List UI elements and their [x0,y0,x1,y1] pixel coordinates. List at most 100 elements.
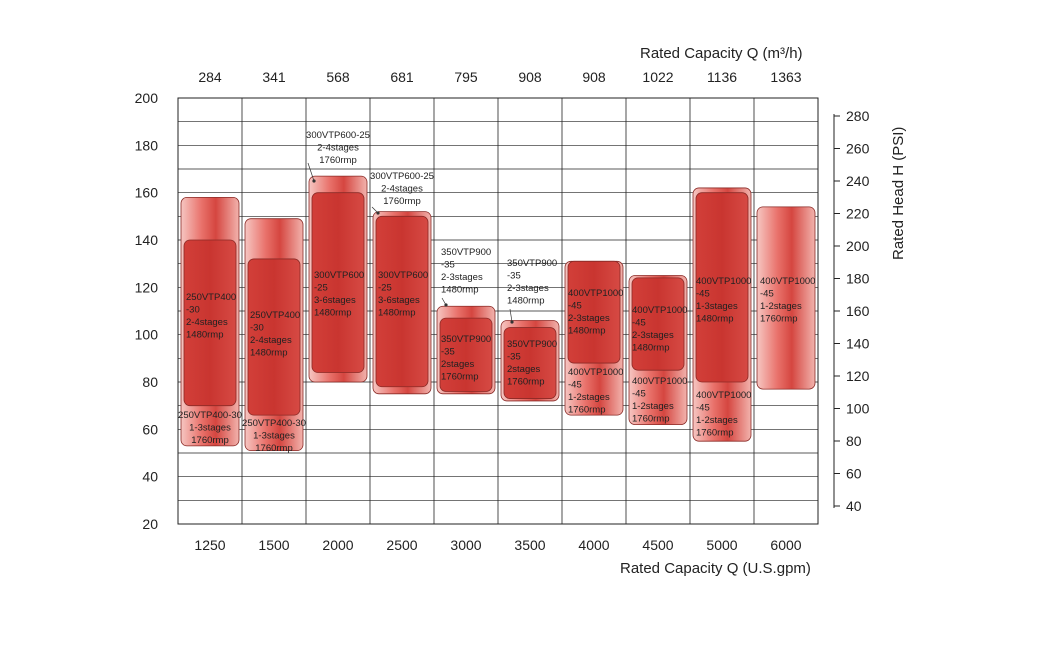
bar-label: 350VTP900 -35 2-3stages 1480rmp [441,247,491,296]
leader-line [509,308,513,323]
bar-label: 300VTP600 -25 3-6stages 1480rmp [314,270,364,319]
bar-label-line: 350VTP900 [441,247,491,258]
range-bar-300VTP600-25-1480rmp [311,192,365,373]
left-axis-tick-label: 60 [142,421,158,437]
bar-label-line: 1480rmp [507,296,545,307]
bar-label-line: -45 [568,380,582,391]
bar-label: 250VTP400-30 1-3stages 1760rmp [242,418,306,454]
bar-label-line: 400VTP1000 [696,276,751,287]
left-axis-tick-label: 80 [142,374,158,390]
bottom-axis-tick-label: 3000 [450,537,481,553]
bar-label-line: 1-3stages [189,423,231,434]
bar-label: 300VTP600 -25 3-6stages 1480rmp [378,270,428,319]
bar-label-line: 1760rmp [191,435,229,446]
top-axis-tick-label: 1136 [707,69,737,85]
bar-label: 400VTP1000 -45 2-3stages 1480rmp [632,305,687,354]
bar-label-line: 2-3stages [632,330,674,341]
bottom-axis-tick-label: 6000 [770,537,801,553]
range-bar-400VTP1000-45-1760rmp [756,206,816,390]
bar-label-line: -45 [696,289,710,300]
bar-label-line: 1480rmp [186,330,224,341]
bar-label-line: -45 [696,403,710,414]
bar-label-line: 300VTP600 [378,270,428,281]
bar-label: 350VTP900 -35 2stages 1760rmp [441,334,491,383]
left-axis-tick-label: 160 [135,185,159,201]
bar-label-line: 2stages [441,359,475,370]
bottom-axis-tick-label: 1250 [194,537,225,553]
leader-line [307,162,315,182]
bottom-axis-tick-label: 4500 [642,537,673,553]
bar-label-line: 350VTP900 [507,339,557,350]
range-bar-300VTP600-25-1480rmp [375,215,429,388]
top-axis-tick-label: 284 [198,69,222,85]
right-axis-tick-label: 160 [846,303,870,319]
bar-label-line: 400VTP1000 [568,367,623,378]
bar-label-line: 3-6stages [314,295,356,306]
bar-label-line: 1760rmp [507,377,545,388]
bar-label-line: 400VTP1000 [632,376,687,387]
left-axis-tick-label: 100 [135,327,159,343]
bar-label-line: 1480rmp [314,308,352,319]
bar-label-line: 1480rmp [632,343,670,354]
right-axis-tick-label: 140 [846,336,870,352]
top-axis-tick-label: 1363 [770,69,801,85]
leader-dot [510,320,514,324]
leader-dot [376,211,380,215]
left-axis-tick-label: 180 [135,137,159,153]
bar-label: 400VTP1000 -45 1-2stages 1760rmp [632,376,687,425]
range-bar-350VTP900-35-1760rmp [439,317,493,392]
right-axis-tick-label: 260 [846,141,870,157]
bar-label-line: 250VTP400-30 [242,418,306,429]
right-axis-tick-label: 120 [846,368,870,384]
bar-label-line: 1480rmp [250,348,288,359]
bottom-axis-tick-label: 4000 [578,537,609,553]
bar-label-line: 300VTP600-25 [306,130,370,141]
bar-label-line: -30 [186,305,200,316]
axis-ticks: 200 180 160 140 120 100 80 60 40 20 1250 1500 2000 25… [135,69,870,553]
bar-label-line: 400VTP1000 [696,390,751,401]
bar-labels: 250VTP400 -30 2-4stages 1480rmp250VTP400-30… [178,130,815,454]
bar-label: 400VTP1000 -45 1-2stages 1760rmp [568,367,623,416]
left-axis-tick-label: 40 [142,469,158,485]
bar-label-line: 1480rmp [696,314,734,325]
top-axis-tick-label: 341 [262,69,286,85]
range-bar-350VTP900-35-1760rmp [503,327,557,399]
bar-label-line: -25 [314,283,328,294]
top-axis-title: Rated Capacity Q (m³/h) [640,45,803,62]
top-axis-tick-label: 908 [582,69,606,85]
bar-label-line: -45 [760,289,774,300]
bar-label-line: 250VTP400 [250,310,300,321]
bar-label-line: 1-3stages [253,431,295,442]
bar-label-line: 1480rmp [568,326,606,337]
bar-label-line: -35 [507,352,521,363]
right-axis-title-text: Rated Head H (PSI) [890,127,907,260]
bottom-axis-tick-label: 3500 [514,537,545,553]
top-axis-tick-label: 795 [454,69,478,85]
bar-label-line: 400VTP1000 [568,288,623,299]
left-axis-tick-label: 140 [135,232,159,248]
bar-label: 250VTP400 -30 2-4stages 1480rmp [250,310,300,359]
bar-label-line: 1760rmp [441,372,479,383]
range-bar-400VTP1000-45-1480rmp [631,277,685,371]
top-axis-tick-label: 1022 [642,69,673,85]
bar-label-line: -35 [441,347,455,358]
bar-label: 400VTP1000 -45 1-3stages 1480rmp [696,276,751,325]
top-axis-tick-label: 681 [390,69,414,85]
bar-label: 300VTP600-25 2-4stages 1760rmp [306,130,370,166]
bottom-axis-tick-label: 2500 [386,537,417,553]
bar-label-line: 1-2stages [568,392,610,403]
bottom-axis-title-text: Rated Capacity Q (U.S.gpm) [620,560,811,577]
bar-label-line: 350VTP900 [507,258,557,269]
bar-label-line: 2-4stages [250,335,292,346]
bar-label: 400VTP1000 -45 1-2stages 1760rmp [696,390,751,439]
right-axis-tick-label: 280 [846,108,870,124]
bottom-axis-tick-label: 5000 [706,537,737,553]
right-axis-title: Rated Head H (PSI) [890,127,907,260]
bar-label-line: 2-3stages [568,313,610,324]
bar-label-line: 1-2stages [632,401,674,412]
bar-label-line: 350VTP900 [441,334,491,345]
range-bar-250VTP400-30-1480rmp [183,239,237,407]
bar-label-line: 1760rmp [568,405,606,416]
bar-label-line: 300VTP600-25 [370,171,434,182]
